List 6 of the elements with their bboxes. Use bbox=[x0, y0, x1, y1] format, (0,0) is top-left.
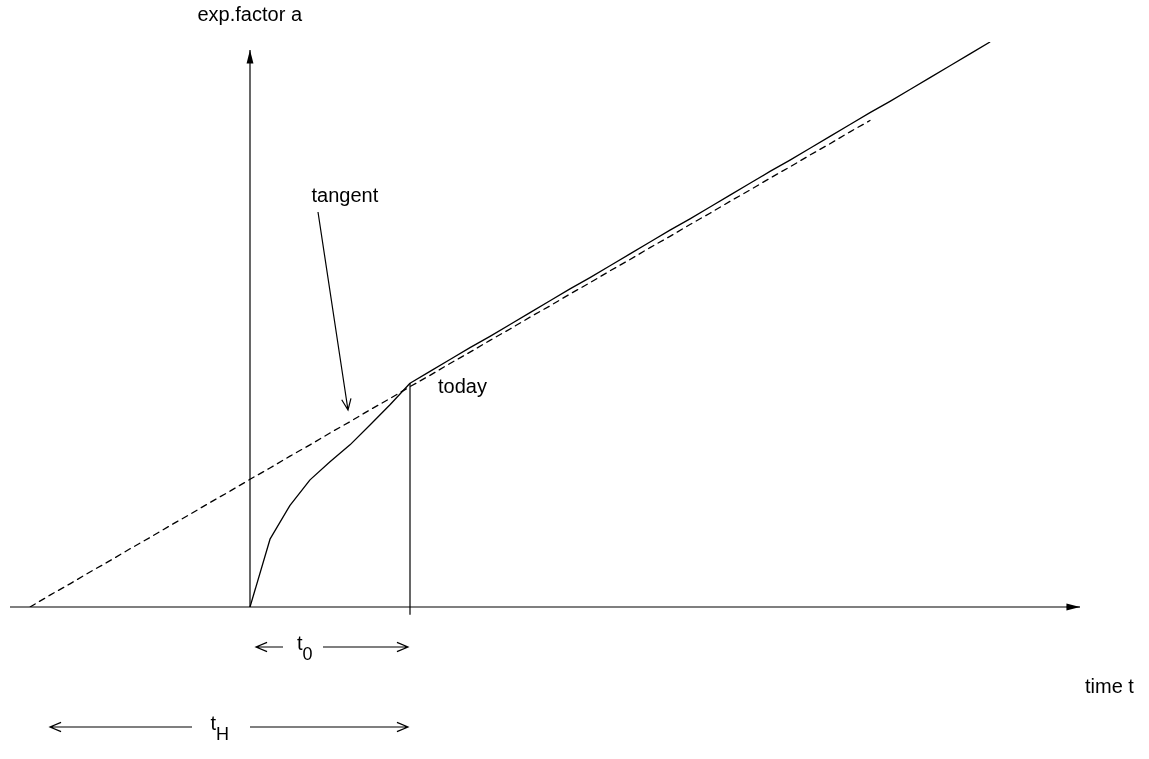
annotation: today bbox=[438, 375, 487, 398]
text: t$_{0}$ bbox=[297, 632, 313, 665]
annotation: tangent bbox=[311, 183, 379, 206]
text: t$_{H}$ bbox=[210, 712, 230, 745]
y-axis-title: exp.factor a bbox=[197, 3, 303, 25]
text: time t bbox=[1085, 675, 1134, 697]
